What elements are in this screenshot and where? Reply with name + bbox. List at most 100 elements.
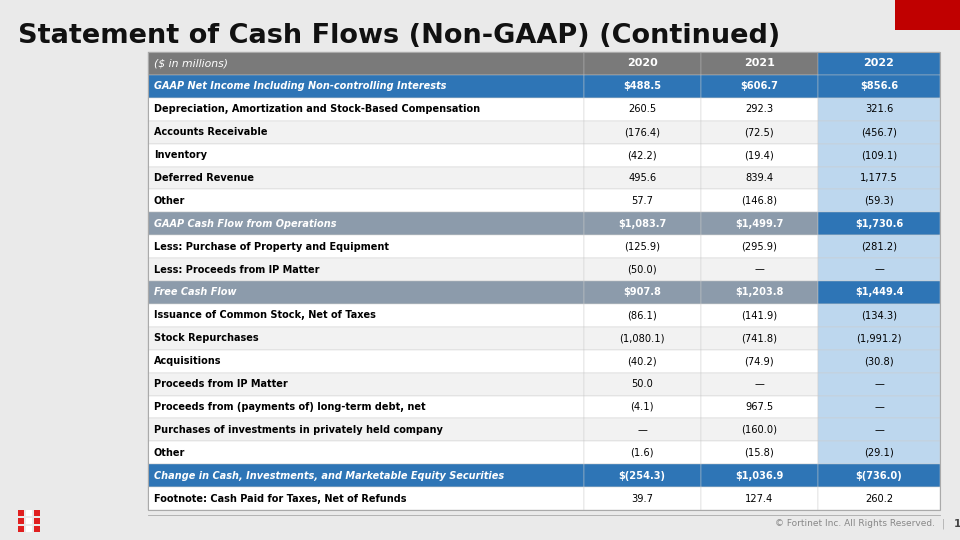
Bar — [26, 510, 32, 516]
Text: (59.3): (59.3) — [864, 196, 894, 206]
Text: $(736.0): $(736.0) — [855, 471, 902, 481]
Bar — [701, 190, 818, 212]
Text: $488.5: $488.5 — [623, 82, 661, 91]
Text: —: — — [874, 265, 884, 274]
Text: Accounts Receivable: Accounts Receivable — [154, 127, 268, 137]
Bar — [148, 166, 584, 190]
Text: $1,203.8: $1,203.8 — [735, 287, 783, 298]
Bar — [584, 373, 701, 395]
Bar — [701, 75, 818, 98]
Text: Other: Other — [154, 196, 185, 206]
Bar — [148, 52, 940, 510]
Text: 2022: 2022 — [864, 58, 895, 69]
Bar — [584, 327, 701, 350]
Bar — [584, 487, 701, 510]
Bar — [701, 235, 818, 258]
Text: (125.9): (125.9) — [624, 242, 660, 252]
Bar — [701, 373, 818, 395]
Bar — [148, 327, 584, 350]
Bar — [26, 518, 32, 524]
Bar — [701, 166, 818, 190]
Bar — [34, 526, 40, 532]
Bar — [701, 258, 818, 281]
Text: Footnote: Cash Paid for Taxes, Net of Refunds: Footnote: Cash Paid for Taxes, Net of Re… — [154, 494, 406, 503]
Text: (281.2): (281.2) — [861, 242, 897, 252]
Text: 12: 12 — [954, 519, 960, 529]
Bar — [701, 395, 818, 418]
Text: $1,449.4: $1,449.4 — [854, 287, 903, 298]
Text: $1,730.6: $1,730.6 — [855, 219, 903, 229]
Bar — [584, 212, 701, 235]
Bar — [701, 144, 818, 166]
Bar — [148, 190, 584, 212]
Bar — [148, 144, 584, 166]
Text: —: — — [874, 379, 884, 389]
Bar — [818, 121, 940, 144]
Text: GAAP Cash Flow from Operations: GAAP Cash Flow from Operations — [154, 219, 337, 229]
Text: 39.7: 39.7 — [632, 494, 653, 503]
Bar — [148, 75, 584, 98]
Text: (295.9): (295.9) — [741, 242, 778, 252]
Text: $(254.3): $(254.3) — [618, 471, 665, 481]
Bar — [701, 418, 818, 441]
Text: Less: Proceeds from IP Matter: Less: Proceeds from IP Matter — [154, 265, 320, 274]
Bar — [818, 52, 940, 75]
Text: 1,177.5: 1,177.5 — [860, 173, 898, 183]
Text: (86.1): (86.1) — [627, 310, 657, 320]
Text: (741.8): (741.8) — [741, 333, 778, 343]
Bar — [18, 510, 24, 516]
Text: —: — — [637, 425, 647, 435]
Text: $856.6: $856.6 — [860, 82, 898, 91]
Text: 127.4: 127.4 — [745, 494, 774, 503]
Text: (176.4): (176.4) — [624, 127, 660, 137]
Bar — [818, 487, 940, 510]
Text: (42.2): (42.2) — [628, 150, 657, 160]
Text: ($ in millions): ($ in millions) — [154, 58, 228, 69]
Text: —: — — [874, 402, 884, 412]
Text: Other: Other — [154, 448, 185, 458]
Text: Free Cash Flow: Free Cash Flow — [154, 287, 236, 298]
Bar — [148, 212, 584, 235]
Bar — [26, 526, 32, 532]
Text: (40.2): (40.2) — [628, 356, 657, 366]
Bar — [584, 235, 701, 258]
Bar — [584, 418, 701, 441]
Bar — [148, 350, 584, 373]
Bar — [818, 212, 940, 235]
Text: Less: Purchase of Property and Equipment: Less: Purchase of Property and Equipment — [154, 242, 389, 252]
Bar — [148, 281, 584, 304]
Bar — [818, 144, 940, 166]
Bar — [148, 373, 584, 395]
Bar — [584, 281, 701, 304]
Bar — [148, 418, 584, 441]
Text: (74.9): (74.9) — [745, 356, 774, 366]
Bar — [584, 395, 701, 418]
Text: (456.7): (456.7) — [861, 127, 897, 137]
Text: (109.1): (109.1) — [861, 150, 897, 160]
Text: 50.0: 50.0 — [632, 379, 653, 389]
Text: (141.9): (141.9) — [741, 310, 778, 320]
Bar — [148, 52, 584, 75]
Bar — [584, 144, 701, 166]
Text: (1,080.1): (1,080.1) — [619, 333, 665, 343]
Bar — [818, 304, 940, 327]
Text: Issuance of Common Stock, Net of Taxes: Issuance of Common Stock, Net of Taxes — [154, 310, 376, 320]
Text: GAAP Net Income Including Non-controlling Interests: GAAP Net Income Including Non-controllin… — [154, 82, 446, 91]
Text: —: — — [755, 265, 764, 274]
Bar — [584, 441, 701, 464]
Bar — [34, 510, 40, 516]
Bar — [148, 304, 584, 327]
Text: Statement of Cash Flows (Non-GAAP) (Continued): Statement of Cash Flows (Non-GAAP) (Cont… — [18, 23, 780, 49]
Bar — [701, 212, 818, 235]
Bar — [18, 526, 24, 532]
Text: 839.4: 839.4 — [745, 173, 774, 183]
Bar — [818, 166, 940, 190]
Text: $1,499.7: $1,499.7 — [735, 219, 783, 229]
Text: Depreciation, Amortization and Stock-Based Compensation: Depreciation, Amortization and Stock-Bas… — [154, 104, 480, 114]
Text: (134.3): (134.3) — [861, 310, 897, 320]
Text: (4.1): (4.1) — [631, 402, 654, 412]
Bar — [818, 75, 940, 98]
Bar — [701, 121, 818, 144]
Text: 57.7: 57.7 — [632, 196, 653, 206]
Bar — [818, 464, 940, 487]
